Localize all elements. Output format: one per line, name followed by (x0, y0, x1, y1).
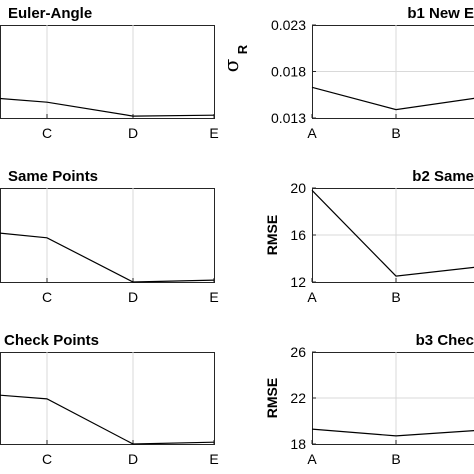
x-tick-label: E (209, 125, 218, 141)
x-tick-label: E (209, 451, 218, 467)
series-line (311, 189, 474, 277)
plot-frame (0, 25, 215, 119)
chart-title: b2 Same (412, 168, 474, 185)
x-tick-label: A (307, 289, 317, 305)
x-tick-label: A (307, 451, 317, 467)
x-tick-label: D (128, 451, 138, 467)
x-tick-label: C (42, 289, 52, 305)
series-line (311, 86, 474, 111)
y-tick-label: 0.013 (271, 110, 306, 126)
chart-panel-5: Check Points C D E (0, 332, 219, 467)
series-line (0, 394, 215, 445)
x-tick-label: B (391, 451, 400, 467)
y-tick-label: 0.023 (271, 17, 306, 33)
y-tick-label: 0.018 (271, 64, 306, 80)
y-axis-label-subscript: R (235, 44, 250, 54)
chart-title: Check Points (4, 332, 99, 349)
x-tick-label: E (209, 289, 218, 305)
y-tick-label: 26 (290, 344, 306, 360)
chart-panel-4: b2 Same121620ABCRMSE (264, 168, 474, 305)
series-line (0, 97, 215, 117)
x-tick-label: C (42, 451, 52, 467)
y-tick-label: 12 (290, 274, 306, 290)
y-tick-label: 16 (290, 227, 306, 243)
y-axis-label: σ (219, 58, 243, 72)
chart-panel-1: Euler-Angle C D E (0, 5, 219, 141)
series-line (0, 232, 215, 283)
chart-title: Same Points (8, 168, 98, 185)
plot-frame (0, 352, 215, 445)
x-tick-label: B (391, 289, 400, 305)
x-tick-label: B (391, 125, 400, 141)
chart-title: b3 Chec (416, 332, 474, 349)
y-axis-label: RMSE (264, 378, 280, 418)
y-tick-label: 18 (290, 436, 306, 452)
x-tick-label: D (128, 289, 138, 305)
series-line (311, 428, 474, 437)
chart-panel-6: b3 Chec182226ABCRMSE (264, 332, 474, 467)
plot-frame (0, 188, 215, 283)
chart-panel-3: Same Points C D E (0, 168, 219, 305)
x-tick-label: D (128, 125, 138, 141)
x-tick-label: A (307, 125, 317, 141)
y-axis-label: RMSE (264, 215, 280, 255)
x-tick-label: C (42, 125, 52, 141)
y-tick-label: 22 (290, 390, 306, 406)
chart-title: b1 New E (407, 5, 474, 22)
y-tick-label: 20 (290, 180, 306, 196)
chart-title: Euler-Angle (8, 5, 92, 22)
